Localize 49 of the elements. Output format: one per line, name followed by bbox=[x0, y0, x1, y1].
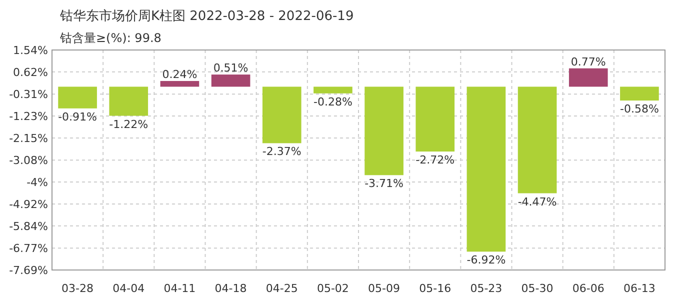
bar bbox=[58, 86, 97, 108]
y-tick-label: -6.77% bbox=[9, 242, 48, 256]
y-tick-label: -4.92% bbox=[9, 198, 48, 211]
y-tick-label: -3.08% bbox=[9, 154, 48, 168]
bar bbox=[416, 86, 455, 152]
x-tick-label: 06-13 bbox=[623, 282, 656, 295]
data-label: 0.24% bbox=[162, 68, 198, 81]
y-tick-label: -4% bbox=[26, 176, 48, 190]
bar bbox=[211, 74, 250, 87]
data-label: -0.58% bbox=[620, 102, 659, 116]
data-label: -0.91% bbox=[58, 110, 98, 124]
chart-title: 钴华东市场价周K柱图 2022-03-28 - 2022-06-19 bbox=[59, 9, 354, 24]
data-label: 0.77% bbox=[570, 55, 606, 68]
x-tick-label: 05-30 bbox=[521, 282, 554, 295]
y-tick-label: 1.54% bbox=[13, 44, 48, 57]
x-tick-label: 05-09 bbox=[368, 282, 400, 295]
bar bbox=[314, 86, 352, 94]
chart-subtitle: 钴含量≥(%): 99.8 bbox=[59, 31, 162, 45]
x-tick-label: 05-02 bbox=[316, 282, 349, 295]
data-label: -2.37% bbox=[262, 145, 302, 158]
x-tick-label: 04-04 bbox=[112, 282, 145, 295]
y-tick-label: -0.31% bbox=[9, 88, 48, 102]
data-label: -3.71% bbox=[364, 177, 404, 190]
bar bbox=[518, 86, 557, 194]
bar bbox=[262, 86, 302, 144]
y-tick-label: -2.15% bbox=[9, 132, 48, 145]
x-tick-label: 04-18 bbox=[214, 282, 247, 295]
bar bbox=[466, 86, 506, 252]
y-tick-label: 0.62% bbox=[13, 66, 48, 79]
data-label: -6.92% bbox=[466, 254, 506, 267]
y-tick-label: -5.84% bbox=[9, 220, 48, 233]
bar bbox=[364, 86, 404, 176]
data-label: -2.72% bbox=[416, 154, 455, 167]
y-tick-label: -1.23% bbox=[9, 110, 48, 124]
data-label: 0.51% bbox=[213, 62, 248, 75]
y-tick-label: -7.69% bbox=[9, 264, 48, 277]
data-label: -0.28% bbox=[313, 95, 352, 108]
x-tick-label: 03-28 bbox=[62, 282, 94, 295]
data-label: -1.22% bbox=[109, 118, 148, 131]
x-tick-label: 04-25 bbox=[266, 282, 298, 295]
bar bbox=[568, 68, 608, 87]
x-tick-label: 05-16 bbox=[419, 282, 452, 295]
x-tick-label: 05-23 bbox=[470, 282, 502, 295]
bar bbox=[160, 80, 200, 87]
bar bbox=[109, 86, 148, 116]
bar bbox=[620, 86, 659, 101]
x-tick-label: 04-11 bbox=[164, 282, 196, 295]
x-tick-label: 06-06 bbox=[572, 282, 604, 295]
data-label: -4.47% bbox=[518, 195, 557, 208]
